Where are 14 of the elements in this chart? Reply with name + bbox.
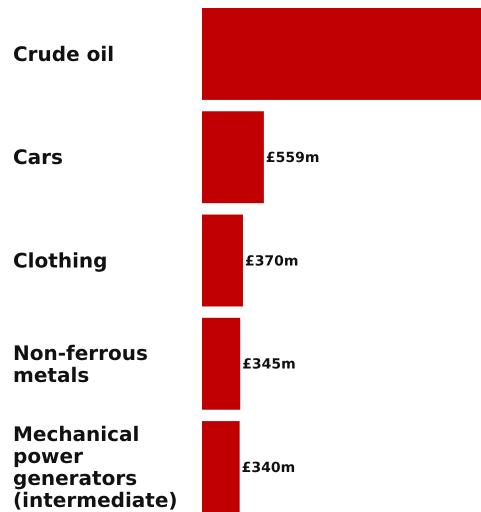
y-tick-label: Clothing — [13, 248, 108, 272]
bar — [202, 111, 264, 204]
y-tick-label: Mechanical power generators (intermediate) — [13, 422, 178, 512]
y-tick-label: Crude oil — [13, 42, 114, 66]
data-label: £345m — [242, 356, 296, 373]
y-tick-label: Cars — [13, 145, 63, 170]
bar — [202, 8, 481, 100]
data-label: £340m — [242, 460, 296, 476]
bar — [202, 318, 240, 410]
bar — [202, 214, 243, 306]
bar — [202, 421, 240, 512]
data-label: £559m — [266, 150, 320, 166]
y-tick-label: Non-ferrous metals — [13, 340, 148, 387]
data-label: £370m — [244, 253, 299, 270]
